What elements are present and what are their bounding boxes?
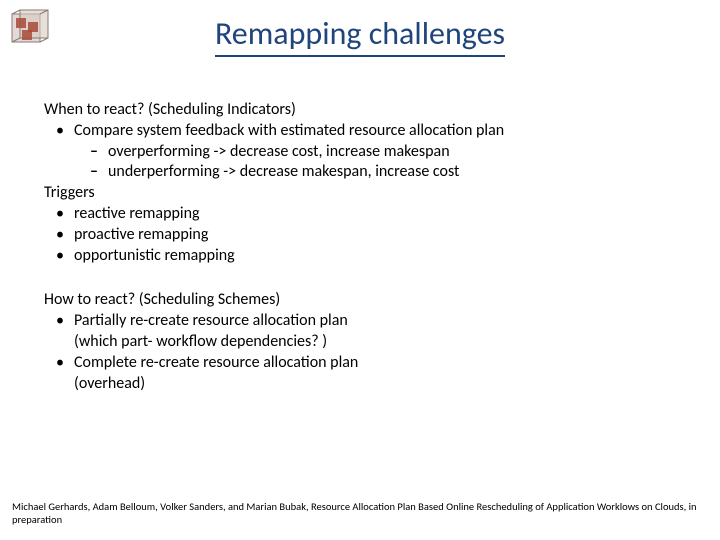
citation-text: Michael Gerhards, Adam Belloum, Volker S… [12,500,700,526]
slide-body: When to react? (Scheduling Indicators) C… [44,100,676,394]
trigger-item: proactive remapping [44,225,676,246]
section1-heading: When to react? (Scheduling Indicators) [44,100,676,121]
trigger-item: reactive remapping [44,204,676,225]
section1-dash1: overperforming -> decrease cost, increas… [44,142,676,163]
section2-heading: How to react? (Scheduling Schemes) [44,290,676,311]
section2-bullet: Complete re-create resource allocation p… [44,353,676,374]
trigger-item: opportunistic remapping [44,246,676,267]
section2-bullet-sub: (overhead) [44,374,676,395]
slide: Remapping challenges When to react? (Sch… [0,0,720,540]
title-text: Remapping challenges [215,14,505,57]
section2-bullet: Partially re-create resource allocation … [44,311,676,332]
section1-triggers-heading: Triggers [44,183,676,204]
section2-bullet-sub: (which part- workflow dependencies? ) [44,332,676,353]
section1-bullet: Compare system feedback with estimated r… [44,121,676,142]
section2: How to react? (Scheduling Schemes) Parti… [44,290,676,394]
slide-title: Remapping challenges [0,14,720,53]
section1-dash2: underperforming -> decrease makespan, in… [44,162,676,183]
